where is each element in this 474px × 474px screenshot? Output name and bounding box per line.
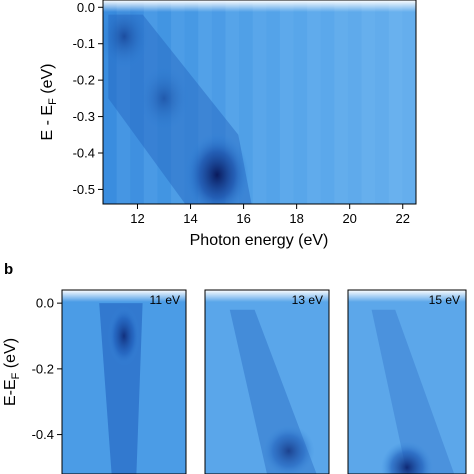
panel-a-intensity-spot (185, 132, 250, 204)
panel-b-energy-label: 15 eV (429, 293, 460, 307)
panel-a-frame (102, 0, 417, 205)
panel-a-ylabel: E - EF (eV) (39, 64, 59, 141)
panel-b-band (371, 309, 455, 474)
panel-a-column (307, 0, 322, 204)
panel-a-column (293, 0, 308, 204)
panel-b-fermi-edge (205, 290, 329, 302)
panel-b-15ev: 15 eV-0.20.00.2 (347, 289, 467, 474)
panel-b-energy-label: 11 eV (150, 293, 180, 307)
panel-a-intensity-spot (103, 2, 151, 71)
panel-a-xtick-label: 20 (342, 211, 356, 226)
panel-a-fermi-edge (103, 0, 416, 12)
panel-b-ytick-label: -0.4 (32, 427, 54, 442)
panel-a-ytick-label: -0.5 (73, 182, 95, 197)
panel-a-xtick-label: 12 (130, 211, 144, 226)
panel-b-fermi-edge (62, 290, 186, 302)
panel-a-ytick-label: 0.0 (77, 0, 95, 15)
panel-a-heatmap: 0.0 -0.1 -0.2 -0.3 -0.4 -0.5 12 14 16 18 20 22 (73, 0, 417, 226)
panel-a-column (266, 0, 281, 204)
panel-a-column (279, 0, 295, 204)
panel-b-frame (347, 289, 467, 474)
panel-b-13ev: 13 eV-0.20.00.2 (204, 289, 330, 474)
panel-a-ytick-label: -0.1 (73, 36, 95, 51)
panel-b-ylabel: E-EF (eV) (2, 338, 22, 406)
panel-a-ytick-label: -0.4 (73, 146, 95, 161)
panel-a-column (334, 0, 349, 204)
panel-b-energy-label: 13 eV (292, 293, 323, 307)
panel-a-column (402, 0, 416, 204)
panel-a-column (388, 0, 403, 204)
panel-b-intensity-spot (108, 306, 140, 366)
panel-a-intensity-spot (138, 64, 191, 133)
panel-b-letter: b (4, 261, 13, 278)
panel-a-ytick-label: -0.2 (73, 73, 95, 88)
panel-b-fermi-edge (348, 290, 466, 302)
panel-a-xlabel: Photon energy (eV) (190, 232, 329, 249)
panel-a-xtick-label: 16 (236, 211, 250, 226)
panel-b-11ev: 11 eV-0.20.00.2 (61, 289, 187, 474)
panel-a-column (320, 0, 335, 204)
panel-a-column (361, 0, 376, 204)
panel-a-column (252, 0, 267, 204)
panel-b-ytick-label: -0.2 (32, 361, 54, 376)
panel-b-intensity-spot (262, 425, 315, 474)
panel-a-ytick-label: -0.3 (73, 109, 95, 124)
panel-b-frame (204, 289, 330, 474)
panel-b-frame (61, 289, 187, 474)
panel-b-ytick-label: 0.0 (36, 296, 54, 311)
panel-a-column (347, 0, 363, 204)
panel-a-xtick-label: 18 (289, 211, 303, 226)
panel-a-xtick-label: 14 (183, 211, 197, 226)
panel-b-intensity-spot (381, 441, 433, 474)
panel-a-column (375, 0, 390, 204)
panel-a-xtick-label: 22 (396, 211, 410, 226)
